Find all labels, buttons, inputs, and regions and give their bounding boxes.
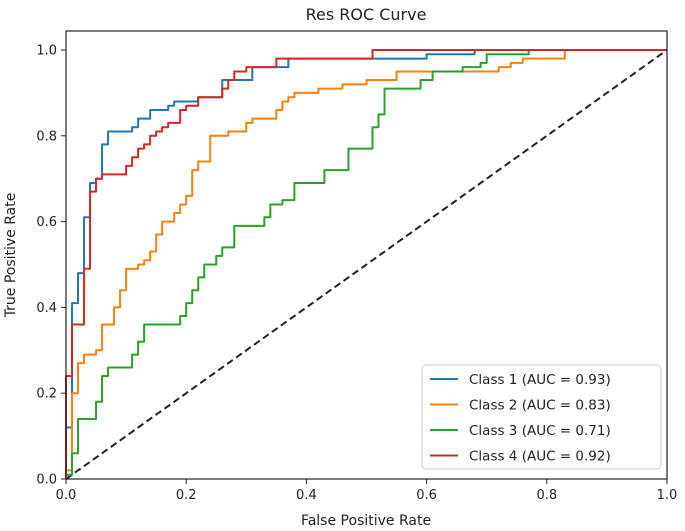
y-tick-label: 0.6 (36, 215, 57, 230)
roc-line-class-4 (65, 49, 667, 479)
x-tick-label: 1.0 (657, 488, 678, 503)
plot-frame (65, 30, 668, 480)
diagonal-layer (65, 49, 668, 480)
legend-label-class-4: Class 4 (AUC = 0.92) (469, 449, 611, 465)
legend-box (421, 364, 662, 470)
roc-line-class-3 (65, 49, 667, 479)
y-tick-label: 0.2 (36, 387, 57, 402)
roc-line-class-2 (65, 49, 667, 479)
x-tick-label: 0.4 (296, 488, 317, 503)
y-tick-label: 1.0 (36, 44, 57, 59)
legend-label-class-3: Class 3 (AUC = 0.71) (469, 423, 611, 439)
legend: Class 1 (AUC = 0.93) Class 2 (AUC = 0.83)… (421, 364, 662, 470)
legend-label-class-2: Class 2 (AUC = 0.83) (469, 398, 611, 414)
y-tick-label: 0.4 (36, 301, 57, 316)
legend-label-class-1: Class 1 (AUC = 0.93) (469, 372, 611, 388)
y-tick-label: 0.8 (36, 129, 57, 144)
y-axis-label: True Positive Rate (3, 193, 19, 319)
series-layer (65, 49, 667, 479)
x-tick-label: 0.6 (416, 488, 437, 503)
x-tick-label: 0.8 (536, 488, 557, 503)
x-tick-label: 0.0 (56, 488, 77, 503)
x-axis-label: False Positive Rate (301, 513, 431, 529)
x-tick-label: 0.2 (176, 488, 197, 503)
y-tick-label: 0.0 (36, 473, 57, 488)
chance-diagonal-line (65, 49, 668, 480)
axis-ticks: 0.0 0.2 0.4 0.6 0.8 1.0 0.0 0.2 0.4 0.6 0.8 1.0 (36, 44, 677, 504)
chart-title: Res ROC Curve (306, 5, 427, 24)
